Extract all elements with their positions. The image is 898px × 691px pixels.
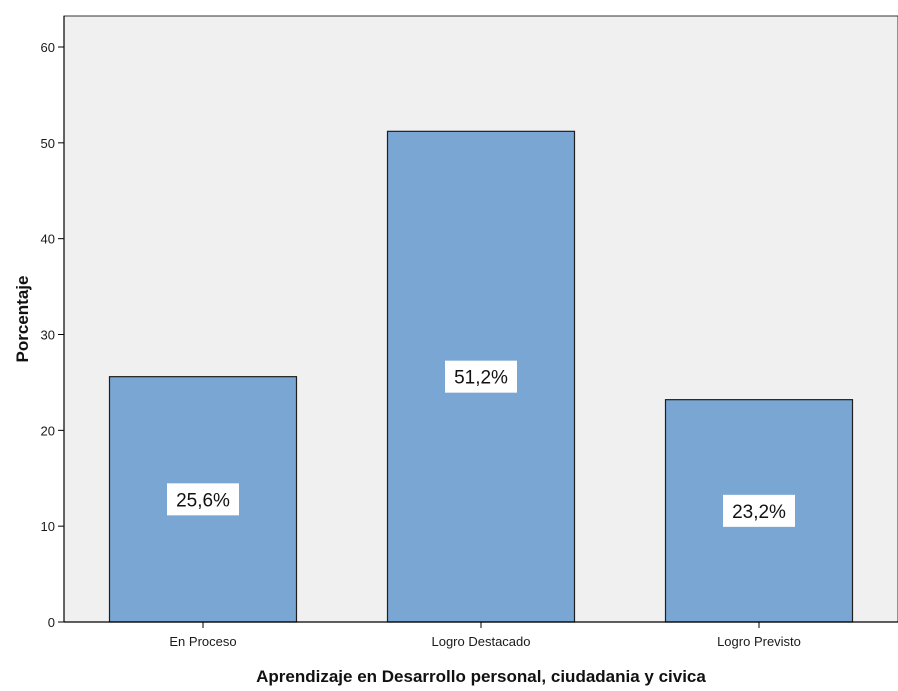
data-label: 25,6% (176, 490, 230, 511)
y-tick-label: 0 (48, 615, 55, 630)
y-axis-ticks: 0 10 20 30 40 50 60 (41, 40, 64, 630)
data-label-box (723, 494, 795, 527)
data-labels: 25,6% 51,2% 23,2% (167, 360, 795, 527)
x-axis-ticks: En Proceso Logro Destacado Logro Previsto (169, 622, 801, 649)
x-tick-label: Logro Previsto (717, 634, 801, 649)
x-tick-label: En Proceso (169, 634, 236, 649)
x-tick-label: Logro Destacado (431, 634, 530, 649)
data-label-box (445, 360, 517, 393)
data-label: 51,2% (454, 368, 508, 389)
y-tick-label: 20 (41, 423, 55, 438)
y-tick-label: 60 (41, 40, 55, 55)
y-tick-label: 50 (41, 136, 55, 151)
data-label-box (167, 483, 239, 516)
y-tick-label: 40 (41, 232, 55, 247)
x-axis-title: Aprendizaje en Desarrollo personal, ciud… (256, 667, 706, 686)
y-tick-label: 10 (41, 519, 55, 534)
y-tick-label: 30 (41, 328, 55, 343)
data-label: 23,2% (732, 502, 786, 523)
y-axis-title: Porcentaje (13, 276, 32, 363)
